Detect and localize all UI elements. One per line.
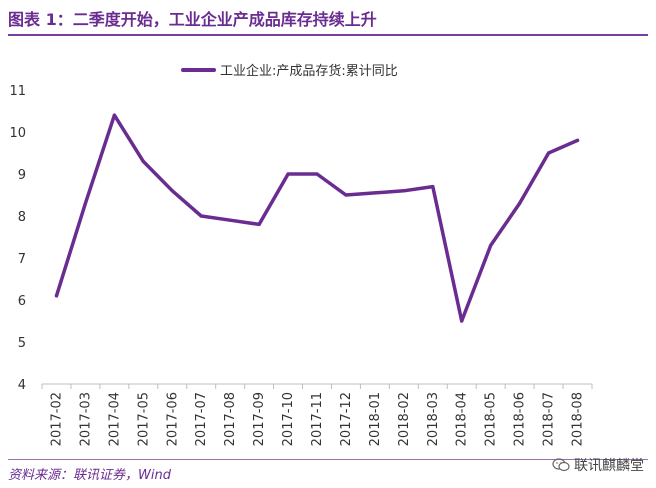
title-divider — [8, 34, 648, 36]
data-point — [373, 191, 377, 195]
data-point — [460, 319, 464, 323]
x-tick-label: 2017-02 — [49, 392, 64, 446]
source-divider — [8, 459, 648, 460]
source-note: 资料来源：联讯证券，Wind — [8, 468, 171, 483]
data-point — [431, 185, 435, 189]
y-tick-label: 9 — [18, 168, 26, 183]
data-point — [489, 243, 493, 247]
x-tick-label: 2017-12 — [339, 392, 354, 446]
watermark-text: 联讯麒麟堂 — [574, 458, 644, 474]
x-tick-label: 2017-11 — [310, 392, 325, 446]
watermark: 联讯麒麟堂 — [552, 455, 644, 475]
data-point — [257, 222, 261, 226]
legend: 工业企业:产成品存货:累计同比 — [181, 63, 398, 79]
y-tick-label: 4 — [18, 378, 26, 393]
x-tick-label: 2017-09 — [252, 392, 267, 446]
x-tick-label: 2018-06 — [513, 392, 528, 446]
data-point — [141, 159, 145, 163]
x-tick-label: 2017-03 — [78, 392, 93, 446]
data-point — [199, 214, 203, 218]
y-tick-label: 10 — [9, 126, 26, 141]
x-tick-label: 2018-04 — [455, 392, 470, 446]
x-tick-label: 2017-08 — [223, 392, 238, 446]
data-point — [83, 201, 88, 205]
y-tick-label: 11 — [9, 84, 26, 99]
data-point — [170, 189, 174, 193]
x-tick-label: 2018-05 — [484, 392, 499, 446]
data-point — [344, 193, 348, 197]
data-point — [112, 113, 116, 117]
wechat-icon — [552, 458, 570, 472]
data-point — [575, 138, 580, 142]
y-tick-label: 5 — [18, 336, 26, 351]
y-tick-label: 6 — [18, 294, 26, 309]
data-point — [315, 172, 319, 176]
legend-label: 工业企业:产成品存货:累计同比 — [220, 63, 398, 79]
y-tick-label: 8 — [18, 210, 26, 225]
series-layer — [54, 113, 580, 323]
x-tick-label: 2017-10 — [281, 392, 296, 446]
x-tick-label: 2017-06 — [165, 392, 180, 446]
x-axis: 2017-02 2017-03 2017-04 2017-05 2017-06 2017-… — [41, 383, 593, 446]
x-tick-label: 2018-03 — [426, 392, 441, 446]
data-point — [518, 201, 522, 205]
y-axis: 4 5 6 7 8 9 10 11 — [9, 84, 26, 393]
x-tick-label: 2018-01 — [368, 392, 383, 446]
y-tick-label: 7 — [18, 252, 26, 267]
x-tick-label: 2018-08 — [571, 392, 586, 446]
data-point — [402, 189, 406, 193]
x-tick-label: 2017-07 — [194, 392, 209, 446]
x-tick-label: 2017-05 — [136, 392, 151, 446]
x-tick-label: 2017-04 — [107, 392, 122, 446]
data-point — [546, 151, 551, 155]
figure-title: 图表 1：二季度开始，工业企业产成品库存持续上升 — [8, 10, 377, 29]
data-point — [228, 218, 232, 222]
x-tick-label: 2018-02 — [397, 392, 412, 446]
series-line — [54, 113, 580, 323]
data-point — [54, 294, 59, 298]
data-point — [286, 172, 290, 176]
x-tick-label: 2018-07 — [542, 392, 557, 446]
